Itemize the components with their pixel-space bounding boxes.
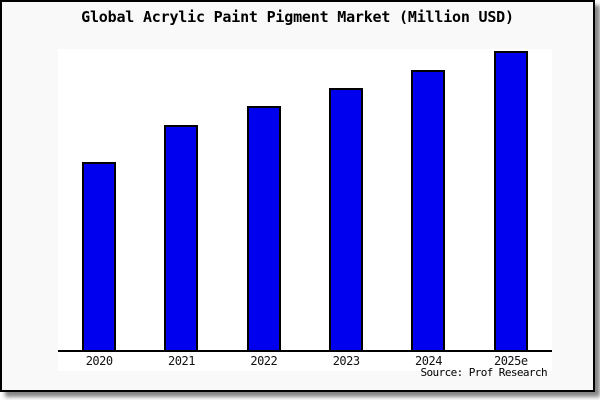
bar-slot <box>305 88 387 352</box>
x-tick-label: 2025e <box>493 354 528 368</box>
x-tick-label: 2020 <box>85 354 113 368</box>
bars-row <box>58 49 552 352</box>
bar-2025e <box>493 51 528 352</box>
bar-slot <box>58 162 140 352</box>
bar-2022 <box>246 106 281 352</box>
bar-2020 <box>82 162 117 352</box>
bar-2023 <box>329 88 364 352</box>
bar-slot <box>140 125 222 352</box>
x-tick-label: 2024 <box>415 354 442 368</box>
x-axis-labels: 2020 2021 2022 2023 2024 2025e <box>58 354 552 368</box>
chart-title: Global Acrylic Paint Pigment Market (Mil… <box>81 8 514 26</box>
x-tick-label: 2021 <box>168 354 195 368</box>
source-attribution: Source: Prof Research <box>420 366 548 379</box>
plot-area: 2020 2021 2022 2023 2024 2025e <box>58 49 552 371</box>
bar-slot <box>223 106 305 352</box>
chart-figure: Global Acrylic Paint Pigment Market (Mil… <box>0 0 595 392</box>
bar-slot <box>387 70 469 352</box>
bar-slot <box>470 51 552 352</box>
bar-2021 <box>164 125 199 352</box>
x-tick-label: 2023 <box>332 354 360 368</box>
x-tick-label: 2022 <box>250 354 278 368</box>
x-axis-line <box>58 350 552 352</box>
bar-2024 <box>411 70 446 352</box>
